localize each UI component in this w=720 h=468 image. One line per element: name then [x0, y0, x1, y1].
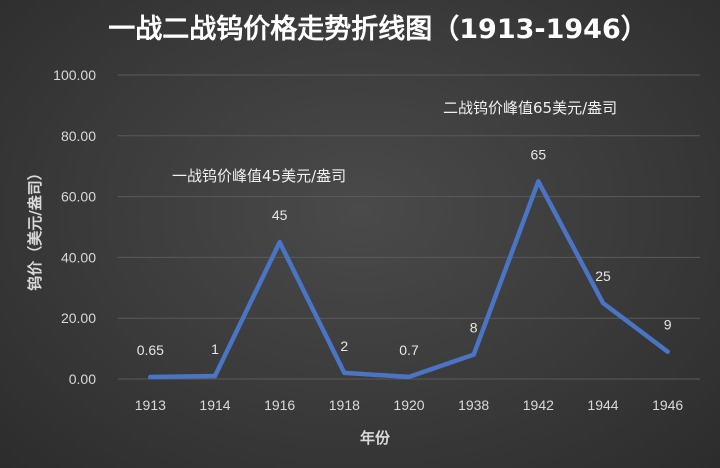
grid-layer	[118, 74, 700, 380]
data-point	[536, 179, 541, 184]
y-axis-title: 钨价（美元/盎司）	[26, 165, 44, 290]
data-point	[342, 370, 347, 376]
y-tick-label: 0.00	[69, 371, 96, 387]
data-point	[471, 352, 476, 357]
y-tick-label: 40.00	[61, 249, 96, 265]
data-point	[212, 373, 218, 379]
x-tick-label: 1920	[393, 397, 424, 413]
chart-title: 一战二战钨价格走势折线图（1913-1946）	[108, 14, 648, 45]
series-layer	[148, 179, 670, 380]
data-point	[148, 374, 153, 380]
data-label: 0.7	[399, 342, 419, 358]
annotation-ww2-peak: 二战钨价峰值65美元/盎司	[443, 99, 617, 117]
data-label: 8	[470, 320, 478, 336]
data-label: 1	[211, 341, 219, 357]
data-label: 0.65	[137, 342, 164, 358]
y-axis-ticks: 0.00 20.00 40.00 60.00 80.00 100.00	[53, 67, 96, 387]
y-tick-label: 20.00	[61, 310, 96, 326]
data-point	[277, 240, 282, 245]
y-tick-label: 80.00	[61, 128, 96, 144]
x-tick-label: 1918	[329, 397, 360, 413]
data-label: 9	[664, 317, 672, 333]
y-tick-label: 100.00	[53, 67, 96, 83]
x-tick-label: 1946	[652, 397, 683, 413]
x-tick-label: 1914	[199, 397, 230, 413]
x-axis-title: 年份	[360, 429, 391, 447]
data-point	[665, 349, 670, 354]
x-tick-label: 1944	[587, 397, 618, 413]
annotation-ww1-peak: 一战钨价峰值45美元/盎司	[172, 167, 346, 185]
data-label: 25	[595, 268, 611, 284]
data-point	[406, 374, 412, 380]
y-tick-label: 60.00	[61, 189, 96, 205]
data-labels: 0.65 1 45 2 0.7 8 65 25 9	[137, 146, 672, 358]
data-label: 45	[272, 207, 288, 223]
x-tick-label: 1913	[135, 397, 166, 413]
x-tick-label: 1942	[523, 397, 554, 413]
x-axis-ticks: 1913 1914 1916 1918 1920 1938 1942 1944 1946	[135, 397, 684, 413]
x-tick-label: 1916	[264, 397, 295, 413]
data-label: 65	[531, 146, 547, 162]
data-label: 2	[340, 338, 348, 354]
x-tick-label: 1938	[458, 397, 489, 413]
data-point	[600, 300, 606, 306]
